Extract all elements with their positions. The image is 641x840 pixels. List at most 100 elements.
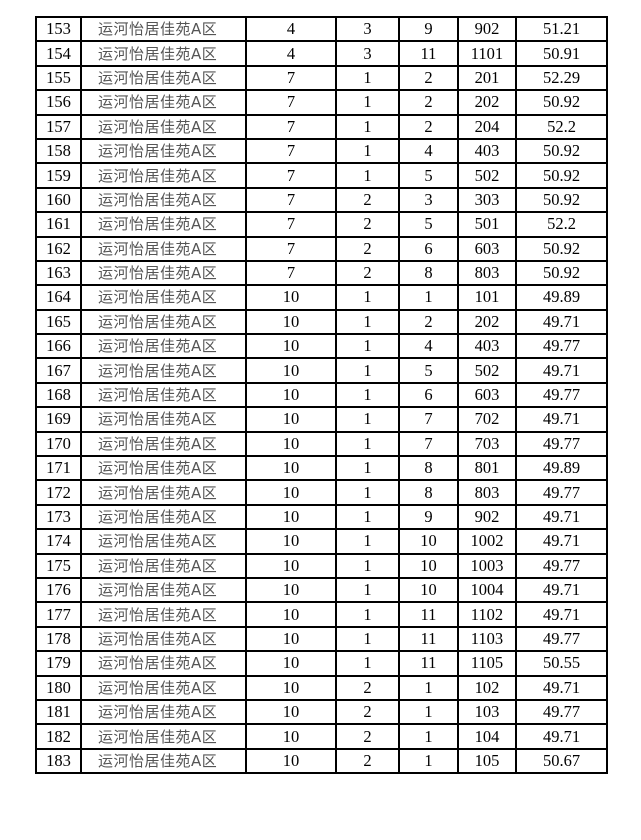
building-cell: 10 bbox=[245, 357, 337, 384]
table-row: 164 运河怡居佳苑A区 10 1 1 101 49.89 bbox=[35, 284, 608, 311]
floor-cell: 11 bbox=[398, 650, 459, 677]
building-cell: 10 bbox=[245, 381, 337, 409]
area-cell: 50.67 bbox=[515, 747, 608, 775]
area-cell: 49.71 bbox=[515, 406, 608, 433]
floor-cell: 4 bbox=[398, 333, 459, 360]
row-number-cell: 154 bbox=[35, 40, 82, 67]
floor-cell: 11 bbox=[398, 625, 459, 653]
floor-cell: 6 bbox=[398, 235, 459, 262]
floor-cell: 10 bbox=[398, 552, 459, 580]
area-cell: 49.71 bbox=[515, 308, 608, 336]
community-name-cell: 运河怡居佳苑A区 bbox=[80, 528, 247, 555]
table-row: 156 运河怡居佳苑A区 7 1 2 202 50.92 bbox=[35, 89, 608, 116]
area-cell: 50.91 bbox=[515, 40, 608, 67]
room-number-cell: 403 bbox=[457, 333, 517, 360]
building-cell: 10 bbox=[245, 528, 337, 555]
unit-cell: 1 bbox=[335, 162, 400, 189]
row-number-cell: 183 bbox=[35, 747, 82, 775]
row-number-cell: 155 bbox=[35, 64, 82, 92]
unit-cell: 1 bbox=[335, 552, 400, 580]
table-row: 172 运河怡居佳苑A区 10 1 8 803 49.77 bbox=[35, 479, 608, 506]
room-number-cell: 303 bbox=[457, 186, 517, 214]
floor-cell: 8 bbox=[398, 259, 459, 287]
table-row: 183 运河怡居佳苑A区 10 2 1 105 50.67 bbox=[35, 747, 608, 775]
unit-cell: 1 bbox=[335, 503, 400, 531]
floor-cell: 2 bbox=[398, 113, 459, 140]
community-name-cell: 运河怡居佳苑A区 bbox=[80, 381, 247, 409]
building-cell: 10 bbox=[245, 747, 337, 775]
room-number-cell: 105 bbox=[457, 747, 517, 775]
floor-cell: 5 bbox=[398, 357, 459, 384]
building-cell: 7 bbox=[245, 64, 337, 92]
area-cell: 50.92 bbox=[515, 162, 608, 189]
building-cell: 10 bbox=[245, 576, 337, 604]
row-number-cell: 180 bbox=[35, 674, 82, 701]
room-number-cell: 702 bbox=[457, 406, 517, 433]
unit-cell: 1 bbox=[335, 284, 400, 311]
building-cell: 7 bbox=[245, 89, 337, 116]
row-number-cell: 167 bbox=[35, 357, 82, 384]
unit-cell: 1 bbox=[335, 430, 400, 458]
community-name-cell: 运河怡居佳苑A区 bbox=[80, 40, 247, 67]
room-number-cell: 103 bbox=[457, 698, 517, 726]
floor-cell: 4 bbox=[398, 137, 459, 165]
area-cell: 49.71 bbox=[515, 576, 608, 604]
unit-cell: 3 bbox=[335, 40, 400, 67]
row-number-cell: 177 bbox=[35, 601, 82, 628]
row-number-cell: 158 bbox=[35, 137, 82, 165]
floor-cell: 11 bbox=[398, 601, 459, 628]
table-row: 177 运河怡居佳苑A区 10 1 11 1102 49.71 bbox=[35, 601, 608, 628]
table-body: 153 运河怡居佳苑A区 4 3 9 902 51.21 154 运河怡居佳苑A区 4 3 11 110… bbox=[35, 15, 608, 775]
room-number-cell: 1103 bbox=[457, 625, 517, 653]
floor-cell: 8 bbox=[398, 455, 459, 482]
community-name-cell: 运河怡居佳苑A区 bbox=[80, 455, 247, 482]
unit-cell: 1 bbox=[335, 308, 400, 336]
community-name-cell: 运河怡居佳苑A区 bbox=[80, 625, 247, 653]
unit-cell: 1 bbox=[335, 381, 400, 409]
building-cell: 10 bbox=[245, 650, 337, 677]
row-number-cell: 176 bbox=[35, 576, 82, 604]
building-cell: 7 bbox=[245, 259, 337, 287]
room-number-cell: 403 bbox=[457, 137, 517, 165]
table-row: 180 运河怡居佳苑A区 10 2 1 102 49.71 bbox=[35, 674, 608, 701]
community-name-cell: 运河怡居佳苑A区 bbox=[80, 308, 247, 336]
building-cell: 10 bbox=[245, 430, 337, 458]
area-cell: 49.71 bbox=[515, 503, 608, 531]
floor-cell: 7 bbox=[398, 430, 459, 458]
floor-cell: 8 bbox=[398, 479, 459, 506]
table-row: 175 运河怡居佳苑A区 10 1 10 1003 49.77 bbox=[35, 552, 608, 580]
community-name-cell: 运河怡居佳苑A区 bbox=[80, 430, 247, 458]
community-name-cell: 运河怡居佳苑A区 bbox=[80, 503, 247, 531]
table-row: 159 运河怡居佳苑A区 7 1 5 502 50.92 bbox=[35, 162, 608, 189]
row-number-cell: 172 bbox=[35, 479, 82, 506]
community-name-cell: 运河怡居佳苑A区 bbox=[80, 406, 247, 433]
room-number-cell: 1004 bbox=[457, 576, 517, 604]
community-name-cell: 运河怡居佳苑A区 bbox=[80, 137, 247, 165]
table-row: 161 运河怡居佳苑A区 7 2 5 501 52.2 bbox=[35, 211, 608, 238]
area-cell: 49.77 bbox=[515, 381, 608, 409]
row-number-cell: 166 bbox=[35, 333, 82, 360]
row-number-cell: 175 bbox=[35, 552, 82, 580]
unit-cell: 1 bbox=[335, 333, 400, 360]
floor-cell: 6 bbox=[398, 381, 459, 409]
floor-cell: 5 bbox=[398, 162, 459, 189]
area-cell: 49.71 bbox=[515, 674, 608, 701]
table-row: 153 运河怡居佳苑A区 4 3 9 902 51.21 bbox=[35, 15, 608, 43]
floor-cell: 2 bbox=[398, 308, 459, 336]
unit-cell: 3 bbox=[335, 15, 400, 43]
community-name-cell: 运河怡居佳苑A区 bbox=[80, 479, 247, 506]
table-row: 160 运河怡居佳苑A区 7 2 3 303 50.92 bbox=[35, 186, 608, 214]
table-row: 163 运河怡居佳苑A区 7 2 8 803 50.92 bbox=[35, 259, 608, 287]
room-number-cell: 101 bbox=[457, 284, 517, 311]
row-number-cell: 179 bbox=[35, 650, 82, 677]
table-row: 168 运河怡居佳苑A区 10 1 6 603 49.77 bbox=[35, 381, 608, 409]
building-cell: 10 bbox=[245, 552, 337, 580]
community-name-cell: 运河怡居佳苑A区 bbox=[80, 211, 247, 238]
floor-cell: 1 bbox=[398, 698, 459, 726]
row-number-cell: 163 bbox=[35, 259, 82, 287]
row-number-cell: 181 bbox=[35, 698, 82, 726]
floor-cell: 9 bbox=[398, 503, 459, 531]
floor-cell: 1 bbox=[398, 747, 459, 775]
unit-cell: 2 bbox=[335, 235, 400, 262]
room-number-cell: 102 bbox=[457, 674, 517, 701]
